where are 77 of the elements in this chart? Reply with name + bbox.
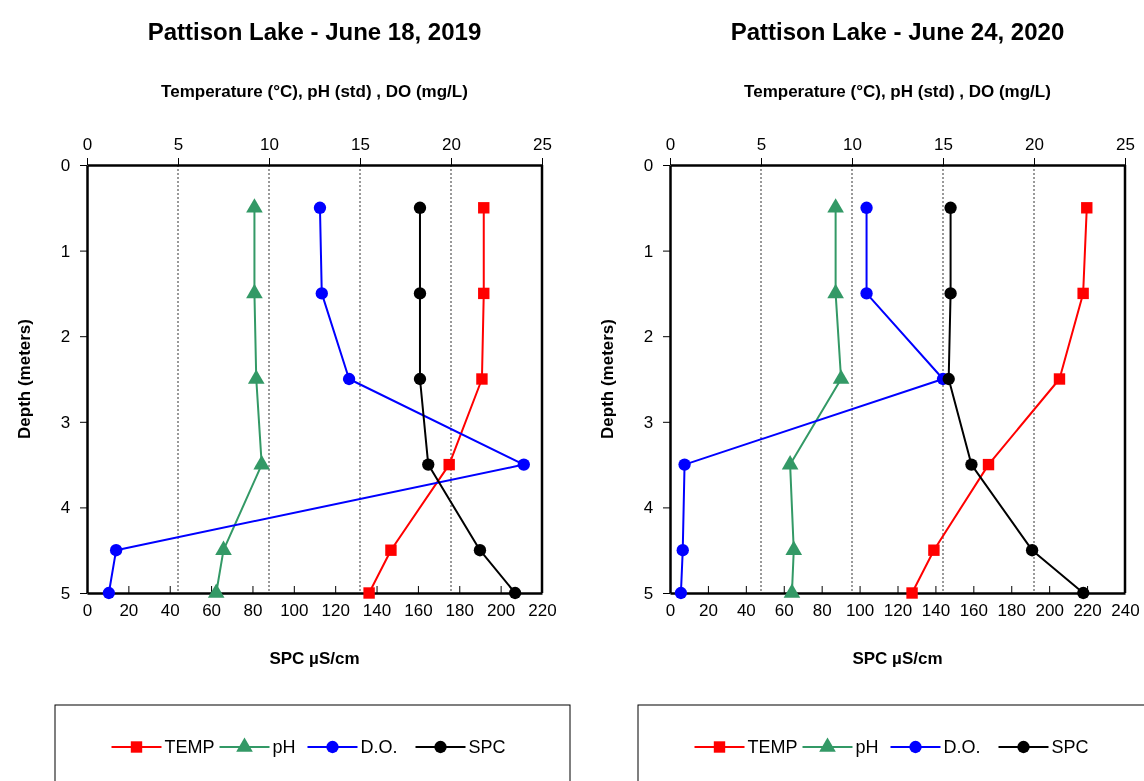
legend-label: pH [272,737,296,757]
x2-tick-label: 5 [756,134,767,154]
x2-tick-label: 20 [1025,134,1044,154]
x-tick-label: 180 [445,601,474,621]
x-tick-label: 20 [698,601,718,621]
x-axis-title: SPC µS/cm [269,649,360,668]
point [413,201,427,214]
point [473,544,487,557]
x2-axis-title: Temperature (°C), pH (std) , DO (mg/L) [744,82,1051,101]
x-tick-label: 80 [812,601,832,621]
x2-axis-title: Temperature (°C), pH (std) , DO (mg/L) [161,82,468,101]
point [942,372,955,386]
x-tick-label: 100 [280,601,309,621]
x-tick-label: 200 [486,601,516,621]
point [422,458,435,471]
point [944,287,957,300]
point [413,287,427,300]
x-tick-label: 220 [1073,601,1102,621]
x2-tick-label: 15 [351,134,370,154]
x-tick-label: 220 [528,601,557,621]
y-tick-label: 0 [60,155,71,175]
x2-tick-label: 15 [934,134,953,154]
x-axis-title: SPC µS/cm [852,649,943,668]
y-tick-label: 1 [643,241,654,261]
x-tick-label: 180 [997,601,1026,621]
x-tick-label: 80 [243,601,263,621]
x2-tick-label: 0 [82,134,93,154]
x-tick-label: 160 [959,601,989,621]
x-tick-label: 240 [1111,601,1140,621]
x-tick-label: 100 [845,601,875,621]
legend-label: TEMP [164,737,215,757]
point [965,458,978,471]
x-tick-label: 140 [362,601,392,621]
y-tick-label: 0 [643,155,654,175]
y-axis-title: Depth (meters) [598,319,617,439]
point [1077,586,1090,600]
x-tick-label: 0 [82,601,93,621]
x-tick-label: 60 [202,601,222,621]
point [944,201,957,214]
point [508,586,522,600]
legend-label: TEMP [747,737,798,757]
x-tick-label: 160 [404,601,433,621]
x2-tick-label: 0 [665,134,676,154]
point [413,372,427,386]
y-axis-title: Depth (meters) [15,319,34,439]
legend-label: D.O. [943,737,981,757]
y-tick-label: 5 [643,583,654,603]
x-tick-label: 120 [321,601,350,621]
y-tick-label: 3 [60,412,71,432]
y-tick-label: 2 [60,327,71,347]
point [1025,544,1039,557]
y-tick-label: 5 [60,583,71,603]
x2-tick-label: 25 [533,134,552,154]
x-tick-label: 200 [1035,601,1064,621]
legend-label: pH [855,737,879,757]
y-tick-label: 4 [60,498,71,518]
y-tick-label: 4 [643,498,654,518]
x-tick-label: 120 [883,601,913,621]
y-tick-label: 2 [643,327,654,347]
x-tick-label: 20 [119,601,139,621]
x2-tick-label: 10 [843,134,862,154]
x-tick-label: 40 [736,601,756,621]
x2-tick-label: 5 [173,134,184,154]
y-tick-label: 3 [643,412,654,432]
x2-tick-label: 20 [442,134,461,154]
legend-label: SPC [1051,737,1089,757]
legend-label: SPC [468,737,506,757]
chart-title: Pattison Lake - June 18, 2019 [147,18,482,45]
chart-title: Pattison Lake - June 24, 2020 [730,18,1065,45]
legend-label: D.O. [360,737,398,757]
x-tick-label: 0 [665,601,676,621]
x-tick-label: 140 [921,601,951,621]
x-tick-label: 60 [774,601,794,621]
y-tick-label: 1 [60,241,71,261]
x2-tick-label: 25 [1116,134,1135,154]
x2-tick-label: 10 [260,134,279,154]
x-tick-label: 40 [160,601,180,621]
